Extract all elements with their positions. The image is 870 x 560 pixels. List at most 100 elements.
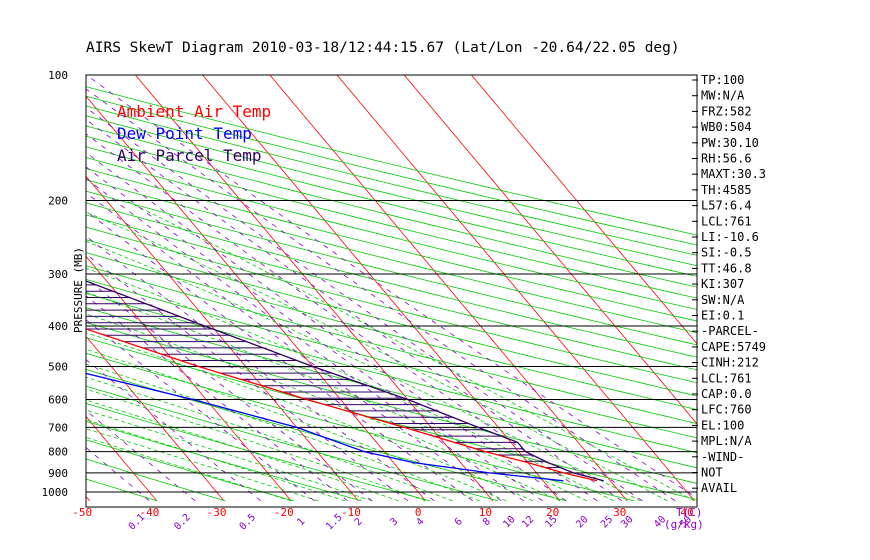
mixing-ratio-label: 0.5	[238, 512, 259, 533]
dry-adiabat-line	[86, 168, 697, 322]
mixing-ratio-label: 2	[353, 516, 365, 528]
index-item: EL:100	[701, 418, 744, 432]
dry-adiabat-line	[86, 226, 697, 384]
y-axis-label: PRESSURE (MB)	[72, 247, 85, 333]
mixing-ratio-label: 20	[574, 514, 590, 530]
moist-adiabat-line	[86, 240, 641, 502]
series-dew-point-temp	[86, 372, 564, 482]
dry-adiabat-line	[86, 278, 697, 439]
bottom-temp-tick-label: -40	[139, 506, 159, 519]
index-item: MPL:N/A	[701, 434, 752, 448]
mixing-ratio-unit-label: (g/kg)	[664, 518, 704, 531]
legend-entry: Air Parcel Temp	[117, 146, 262, 165]
index-item: WB0:504	[701, 120, 752, 134]
dry-adiabat-line	[86, 403, 431, 502]
index-item: LI:-10.6	[701, 230, 759, 244]
index-item: TT:46.8	[701, 261, 752, 275]
isotherm-lines	[86, 75, 697, 502]
pressure-tick-labels: 100 200 300 400 500 600 700 800 900 1000	[42, 69, 69, 499]
bottom-temp-tick-label: -30	[207, 506, 227, 519]
legend-entry: Dew Point Temp	[117, 124, 252, 143]
dry-adiabat-line	[86, 252, 697, 411]
moist-adiabat-line	[86, 211, 668, 502]
moist-adiabat-line	[125, 200, 695, 502]
dry-adiabat-line	[86, 135, 697, 288]
mixing-ratio-line	[86, 359, 261, 502]
pressure-tick-label: 300	[48, 268, 68, 281]
moist-adiabat-line	[86, 409, 373, 502]
series-air-parcel-temp	[86, 280, 604, 482]
moist-adiabat-line	[86, 313, 561, 502]
series-ambient-air-temp	[86, 328, 598, 482]
mixing-ratio-line	[86, 295, 348, 502]
mixing-ratio-line	[86, 446, 150, 502]
index-item: MAXT:30.3	[701, 167, 766, 181]
dry-adiabat-line	[86, 239, 697, 397]
index-item: RH:56.6	[701, 152, 752, 166]
dry-adiabat-line	[86, 337, 697, 500]
index-item: CINH:212	[701, 356, 759, 370]
dry-adiabat-line	[86, 179, 697, 334]
bottom-temp-tick-label: -20	[274, 506, 294, 519]
index-item: TP:100	[701, 73, 744, 87]
index-item: AVAIL	[701, 481, 737, 495]
mixing-ratio-label: 10	[501, 514, 517, 530]
isotherm-line	[336, 75, 695, 502]
isotherm-line	[403, 75, 697, 425]
mixing-ratio-line	[86, 409, 196, 502]
bottom-temp-tick-label: 10	[479, 506, 492, 519]
legend-entry: Ambient Air Temp	[117, 102, 271, 121]
moist-adiabat-line	[86, 332, 534, 502]
mixing-ratio-label: 3	[388, 516, 400, 528]
mixing-ratio-label: 0.2	[172, 512, 193, 533]
profile-series	[86, 280, 604, 482]
index-item: SW:N/A	[701, 293, 745, 307]
moist-adiabat-line	[86, 428, 319, 502]
index-item: -PARCEL-	[701, 324, 759, 338]
dry-adiabat-line	[86, 214, 697, 371]
isotherm-line	[470, 75, 697, 345]
index-item: LCL:761	[701, 371, 752, 385]
index-item: PW:30.10	[701, 136, 759, 150]
mixing-ratio-line	[86, 278, 373, 502]
mixing-ratio-label: 12	[520, 514, 536, 530]
moist-adiabat-line	[86, 267, 614, 502]
mixing-ratio-line	[86, 235, 435, 502]
mixing-ratio-line	[86, 75, 697, 499]
moist-adiabat-line	[86, 388, 426, 502]
index-item: -WIND-	[701, 450, 744, 464]
isotherm-line	[269, 75, 628, 502]
mixing-ratio-line	[86, 166, 543, 502]
isotherm-line	[86, 95, 426, 502]
bottom-temp-tick-label: 20	[546, 506, 559, 519]
dry-adiabat-line	[86, 146, 697, 299]
pressure-tick-label: 100	[48, 69, 68, 82]
dry-adiabat-line	[86, 202, 697, 358]
index-item: LCL:761	[701, 214, 752, 228]
mixing-ratio-label: 6	[453, 516, 465, 528]
temp-unit-label: T(C)	[676, 506, 703, 519]
dry-adiabat-line	[86, 420, 362, 502]
pressure-tick-label: 800	[48, 446, 68, 459]
index-item: KI:307	[701, 277, 744, 291]
mixing-ratio-line	[86, 253, 409, 502]
dry-adiabat-line	[86, 105, 697, 256]
bottom-temp-tick-label: 40	[680, 506, 693, 519]
pressure-tick-label: 200	[48, 195, 68, 208]
index-item: TH:4585	[701, 183, 752, 197]
dry-adiabat-line	[86, 352, 635, 502]
index-item: MW:N/A	[701, 89, 745, 103]
dry-adiabat-line	[86, 125, 697, 277]
pressure-tick-label: 500	[48, 361, 68, 374]
moist-adiabat-line	[86, 419, 346, 502]
bottom-temp-tick-label: 30	[613, 506, 626, 519]
dry-adiabat-line	[86, 385, 499, 502]
pressure-tick-label: 400	[48, 320, 68, 333]
dry-adiabat-line	[86, 265, 697, 425]
isotherm-line	[86, 415, 158, 502]
bottom-temp-tick-label: -10	[341, 506, 361, 519]
pressure-tick-label: 1000	[42, 486, 69, 499]
index-item: CAP:0.0	[701, 387, 752, 401]
